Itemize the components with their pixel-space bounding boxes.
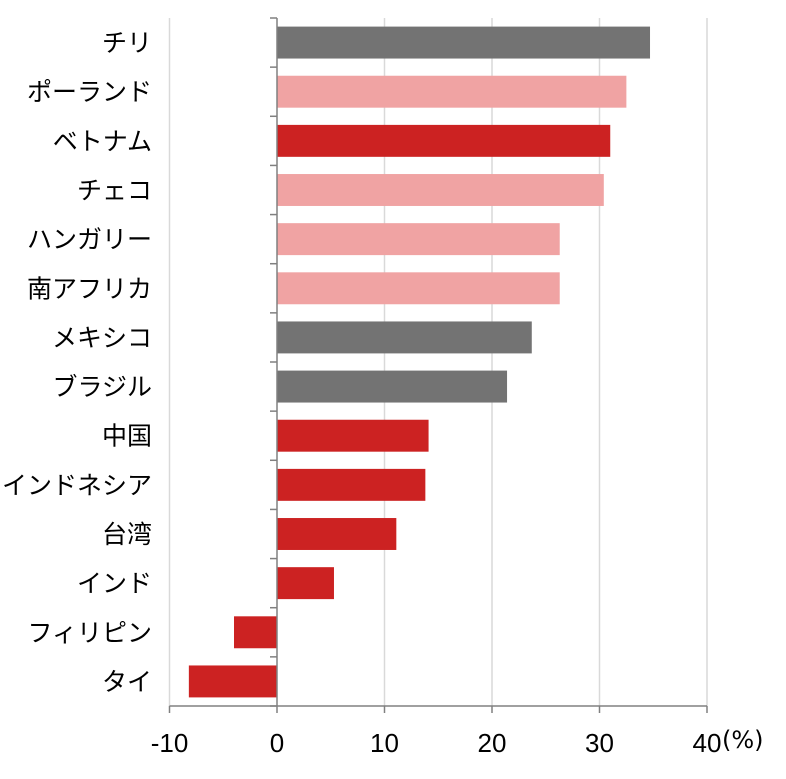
bar (188, 665, 277, 698)
bar (277, 223, 560, 256)
category-label: チェコ (77, 176, 152, 205)
bar (277, 370, 508, 403)
value-tick-label: 20 (478, 728, 507, 758)
bar (277, 518, 397, 550)
bar (277, 567, 334, 600)
category-label: 台湾 (102, 520, 152, 549)
value-tick-labels: -10 0 10 20 30 40 (151, 728, 722, 758)
category-label: インド (77, 569, 152, 598)
bar (277, 419, 429, 452)
category-label: 中国 (102, 422, 152, 451)
bar (277, 124, 611, 157)
category-label: ベトナム (53, 127, 152, 156)
category-label: ポーランド (27, 78, 152, 107)
bar (277, 26, 651, 59)
unit-label: (%) (722, 726, 764, 754)
category-labels: チリポーランドベトナムチェコハンガリー南アフリカメキシコブラジル中国インドネシア… (2, 29, 152, 697)
category-label: フィリピン (27, 618, 152, 647)
category-ticks (168, 17, 708, 713)
category-label: ブラジル (52, 373, 152, 402)
value-tick-label: -10 (151, 728, 189, 758)
category-label: 南アフリカ (27, 274, 152, 303)
value-tick-label: 10 (370, 728, 399, 758)
bar (234, 616, 277, 649)
value-tick-label: 40 (693, 728, 722, 758)
category-label: ハンガリー (27, 225, 152, 254)
value-tick-label: 0 (270, 728, 284, 758)
bar (277, 468, 426, 501)
bar (277, 174, 604, 206)
category-label: インドネシア (2, 471, 152, 500)
category-label: タイ (102, 667, 152, 696)
bar (277, 272, 560, 305)
gridlines (168, 18, 708, 706)
category-label: メキシコ (52, 323, 152, 352)
value-tick-label: 30 (585, 728, 614, 758)
category-label: チリ (102, 29, 152, 58)
bar (277, 321, 532, 354)
bars (188, 26, 651, 698)
bar (277, 75, 627, 108)
